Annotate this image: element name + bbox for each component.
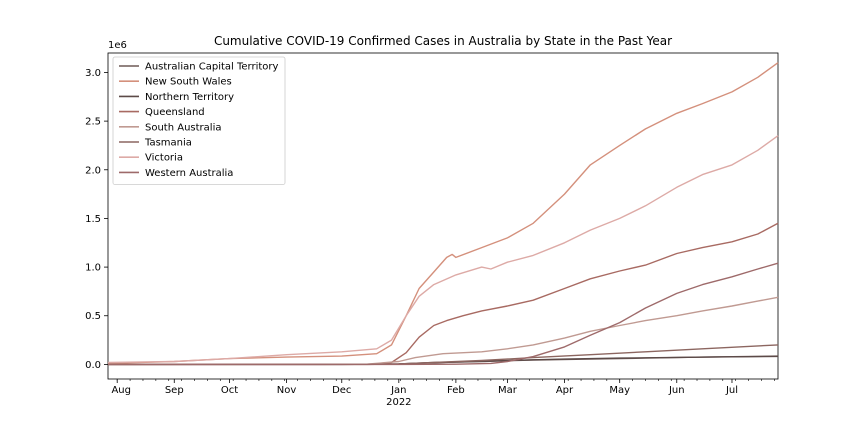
legend-label: Tasmania — [144, 138, 192, 149]
x-tick-label: Feb — [447, 385, 465, 396]
y-tick-label: 2.0 — [85, 165, 101, 176]
x-tick-label: Apr — [556, 385, 574, 396]
series-line — [108, 344, 779, 366]
y-scale-label: 1e6 — [108, 40, 127, 51]
legend-label: Australian Capital Territory — [145, 62, 279, 73]
y-tick-label: 1.5 — [85, 214, 101, 225]
legend-label: Western Australia — [145, 168, 233, 179]
y-tick-label: 0.0 — [85, 360, 101, 371]
legend-box — [112, 56, 286, 185]
chart-title: Cumulative COVID-19 Confirmed Cases in A… — [214, 34, 672, 48]
series-line — [107, 222, 779, 366]
x-tick-label: Sep — [165, 385, 184, 396]
y-tick-label: 3.0 — [85, 68, 101, 79]
series-lines — [107, 62, 779, 366]
x-tick-label: Jan — [390, 385, 406, 396]
y-tick-label: 0.5 — [85, 311, 101, 322]
series-line — [107, 135, 779, 364]
x-tick-label: Nov — [277, 385, 297, 396]
series-line — [108, 262, 779, 366]
y-tick-label: 1.0 — [85, 263, 101, 274]
legend-label: Victoria — [145, 153, 183, 164]
y-tick-label: 2.5 — [85, 117, 101, 128]
x-tick-label: Jun — [668, 385, 685, 396]
plot-frame — [107, 52, 779, 380]
series-line — [107, 62, 779, 365]
legend-label: South Australia — [145, 122, 221, 133]
x-tick-label: Mar — [498, 385, 518, 396]
legend-label: Northern Territory — [145, 92, 234, 103]
x-tick-label: Oct — [221, 385, 238, 396]
x-tick-label: Jul — [725, 385, 738, 396]
x-year-label: 2022 — [386, 397, 411, 408]
series-line — [108, 296, 779, 366]
legend: Australian Capital Territory New South Wa… — [112, 56, 286, 185]
x-tick-label: Aug — [111, 385, 131, 396]
x-tick-label: Dec — [332, 385, 351, 396]
legend-label: Queensland — [145, 107, 205, 118]
x-tick-label: May — [609, 385, 630, 396]
legend-label: New South Wales — [145, 77, 232, 88]
axes: 0.0 0.5 1.0 1.5 2.0 2.5 3.0 Aug Sep Oct Nov Dec Jan F… — [85, 52, 779, 396]
